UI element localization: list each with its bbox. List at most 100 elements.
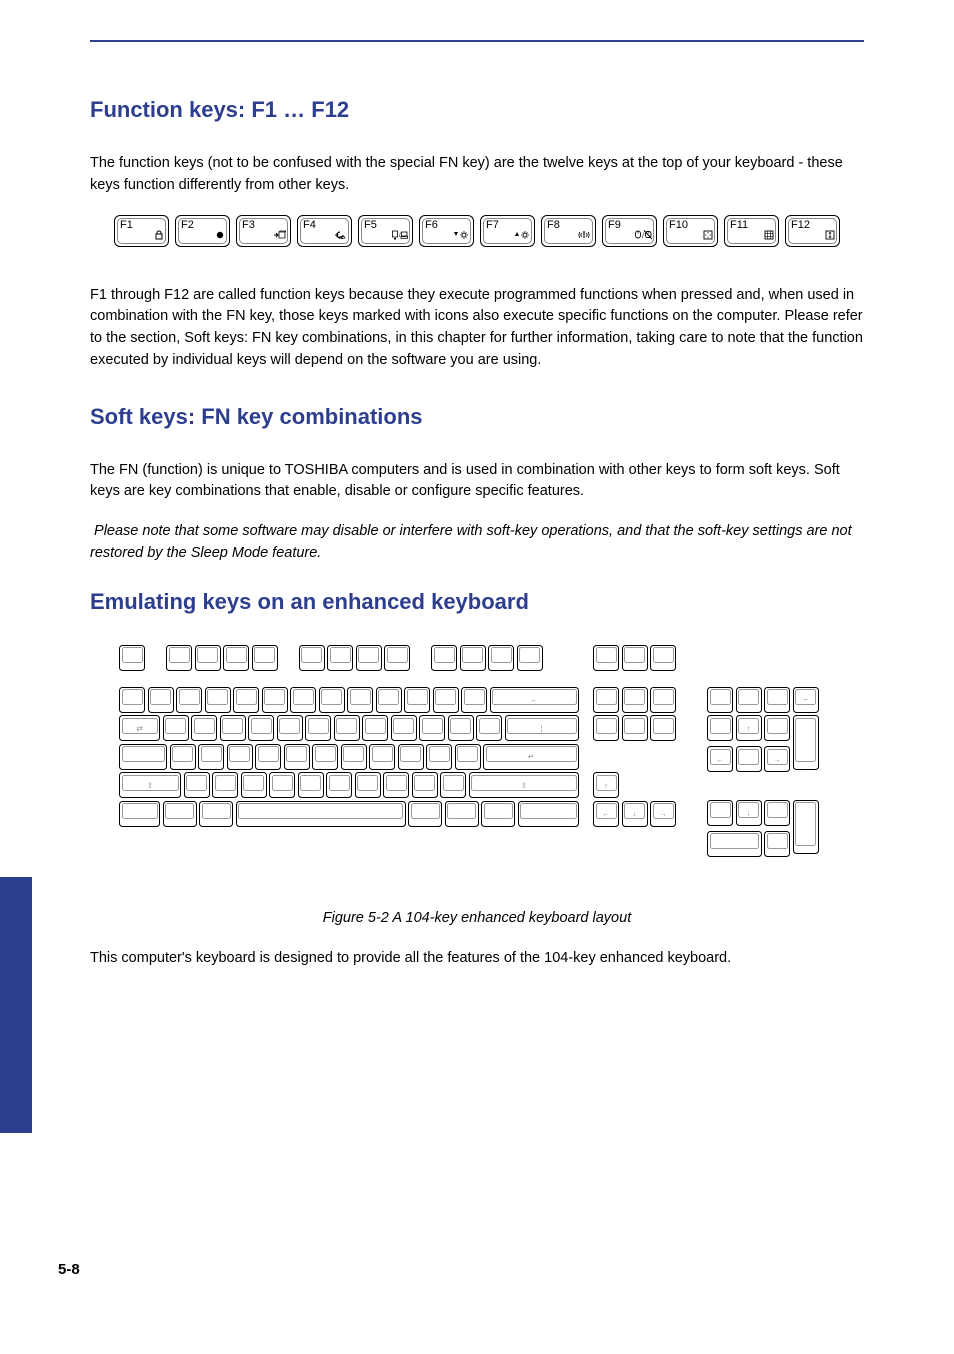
key-f1: [166, 645, 192, 671]
key-kp-enter: [793, 800, 819, 855]
section-tab: [0, 877, 32, 1133]
key-tilde: [119, 687, 145, 713]
key-w: [191, 715, 217, 741]
key-0: [404, 687, 430, 713]
key-slash: [440, 772, 466, 798]
fn-key-f2: F2: [175, 215, 230, 247]
key-u: [334, 715, 360, 741]
key-tab: ⇄: [119, 715, 160, 741]
key-menu: [481, 801, 515, 827]
keyboard-numpad-row-4: ↓: [707, 800, 790, 826]
key-f12: [517, 645, 543, 671]
key-ralt: [408, 801, 442, 827]
key-kp5: [736, 746, 762, 772]
keyboard-qwerty-row: ⇄ ¦: [119, 715, 579, 741]
key-m: [355, 772, 381, 798]
key-f2: [195, 645, 221, 671]
power-icon: [215, 230, 225, 243]
fn-key-f9: F9/: [602, 215, 657, 247]
key-f5: [299, 645, 325, 671]
key-rctrl: [518, 801, 580, 827]
key-f10: [460, 645, 486, 671]
key-lctrl: [119, 801, 160, 827]
cursor-mode-icon: [703, 230, 713, 243]
fn-key-f4: F4: [297, 215, 352, 247]
key-lalt: [199, 801, 233, 827]
para-soft-keys-note: Please note that some software may disab…: [90, 521, 864, 565]
key-lwin: [163, 801, 197, 827]
scroll-mode-icon: [825, 230, 835, 243]
key-up: ↑: [593, 772, 619, 798]
key-c: [241, 772, 267, 798]
touchpad-toggle-icon: /: [635, 230, 652, 243]
key-1: [148, 687, 174, 713]
key-7: [319, 687, 345, 713]
key-kp2: ↓: [736, 800, 762, 826]
keyboard-numpad-row-3: ← →: [707, 746, 790, 772]
key-home: [622, 687, 648, 713]
fn-key-f7: F7: [480, 215, 535, 247]
key-5: [262, 687, 288, 713]
display-toggle-icon: /: [392, 230, 408, 243]
keyboard-arrow-row: ← ↓ →: [593, 801, 693, 827]
keyboard-sysreq-row: [593, 645, 693, 671]
key-kp7: [707, 715, 733, 741]
key-a: [170, 744, 196, 770]
key-f3: [223, 645, 249, 671]
key-delete: [593, 715, 619, 741]
fn-key-f1: F1: [114, 215, 169, 247]
keyboard-numpad-row-5: [707, 831, 790, 857]
key-kp-mul: [764, 687, 790, 713]
key-semicolon: [426, 744, 452, 770]
key-capslock: [119, 744, 167, 770]
key-enter: ↵: [483, 744, 579, 770]
para-function-keys-detail: F1 through F12 are called function keys …: [90, 285, 864, 372]
fn-key-f6: F6: [419, 215, 474, 247]
key-q: [163, 715, 189, 741]
key-f9: [431, 645, 457, 671]
key-f8: [384, 645, 410, 671]
key-t: [277, 715, 303, 741]
key-kp-div: [736, 687, 762, 713]
keyboard-nav-row-2: [593, 715, 693, 741]
key-2: [176, 687, 202, 713]
key-lbracket: [448, 715, 474, 741]
key-g: [284, 744, 310, 770]
para-function-keys-intro: The function keys (not to be confused wi…: [90, 153, 864, 197]
key-v: [269, 772, 295, 798]
fn-key-f12: F12: [785, 215, 840, 247]
key-kp1: [707, 800, 733, 826]
fn-key-f10: F10: [663, 215, 718, 247]
key-esc: [119, 645, 145, 671]
key-3: [205, 687, 231, 713]
key-kp4: ←: [707, 746, 733, 772]
key-space: [236, 801, 406, 827]
brightness-up-icon: [514, 230, 530, 243]
key-pause: [650, 645, 676, 671]
key-p: [419, 715, 445, 741]
key-period: [412, 772, 438, 798]
key-s: [198, 744, 224, 770]
sleep-icon: [273, 230, 286, 243]
fn-key-f3: F3: [236, 215, 291, 247]
header-rule: [90, 40, 864, 42]
figure-caption: Figure 5-2 A 104-key enhanced keyboard l…: [90, 908, 864, 930]
key-9: [376, 687, 402, 713]
key-d: [227, 744, 253, 770]
key-rbracket: [476, 715, 502, 741]
key-rwin: [445, 801, 479, 827]
key-f: [255, 744, 281, 770]
svg-text:/: /: [642, 233, 644, 240]
key-x: [212, 772, 238, 798]
keyboard-shift-row: ⇧ ⇧: [119, 772, 579, 798]
key-l: [398, 744, 424, 770]
key-kp6: →: [764, 746, 790, 772]
para-soft-keys-intro: The FN (function) is unique to TOSHIBA c…: [90, 460, 864, 504]
key-f6: [327, 645, 353, 671]
key-rshift: ⇧: [469, 772, 580, 798]
key-pgup: [650, 687, 676, 713]
key-j: [341, 744, 367, 770]
key-right: →: [650, 801, 676, 827]
key-backspace: ←: [490, 687, 580, 713]
keyboard-arrow-up-row: ↑: [593, 772, 693, 798]
